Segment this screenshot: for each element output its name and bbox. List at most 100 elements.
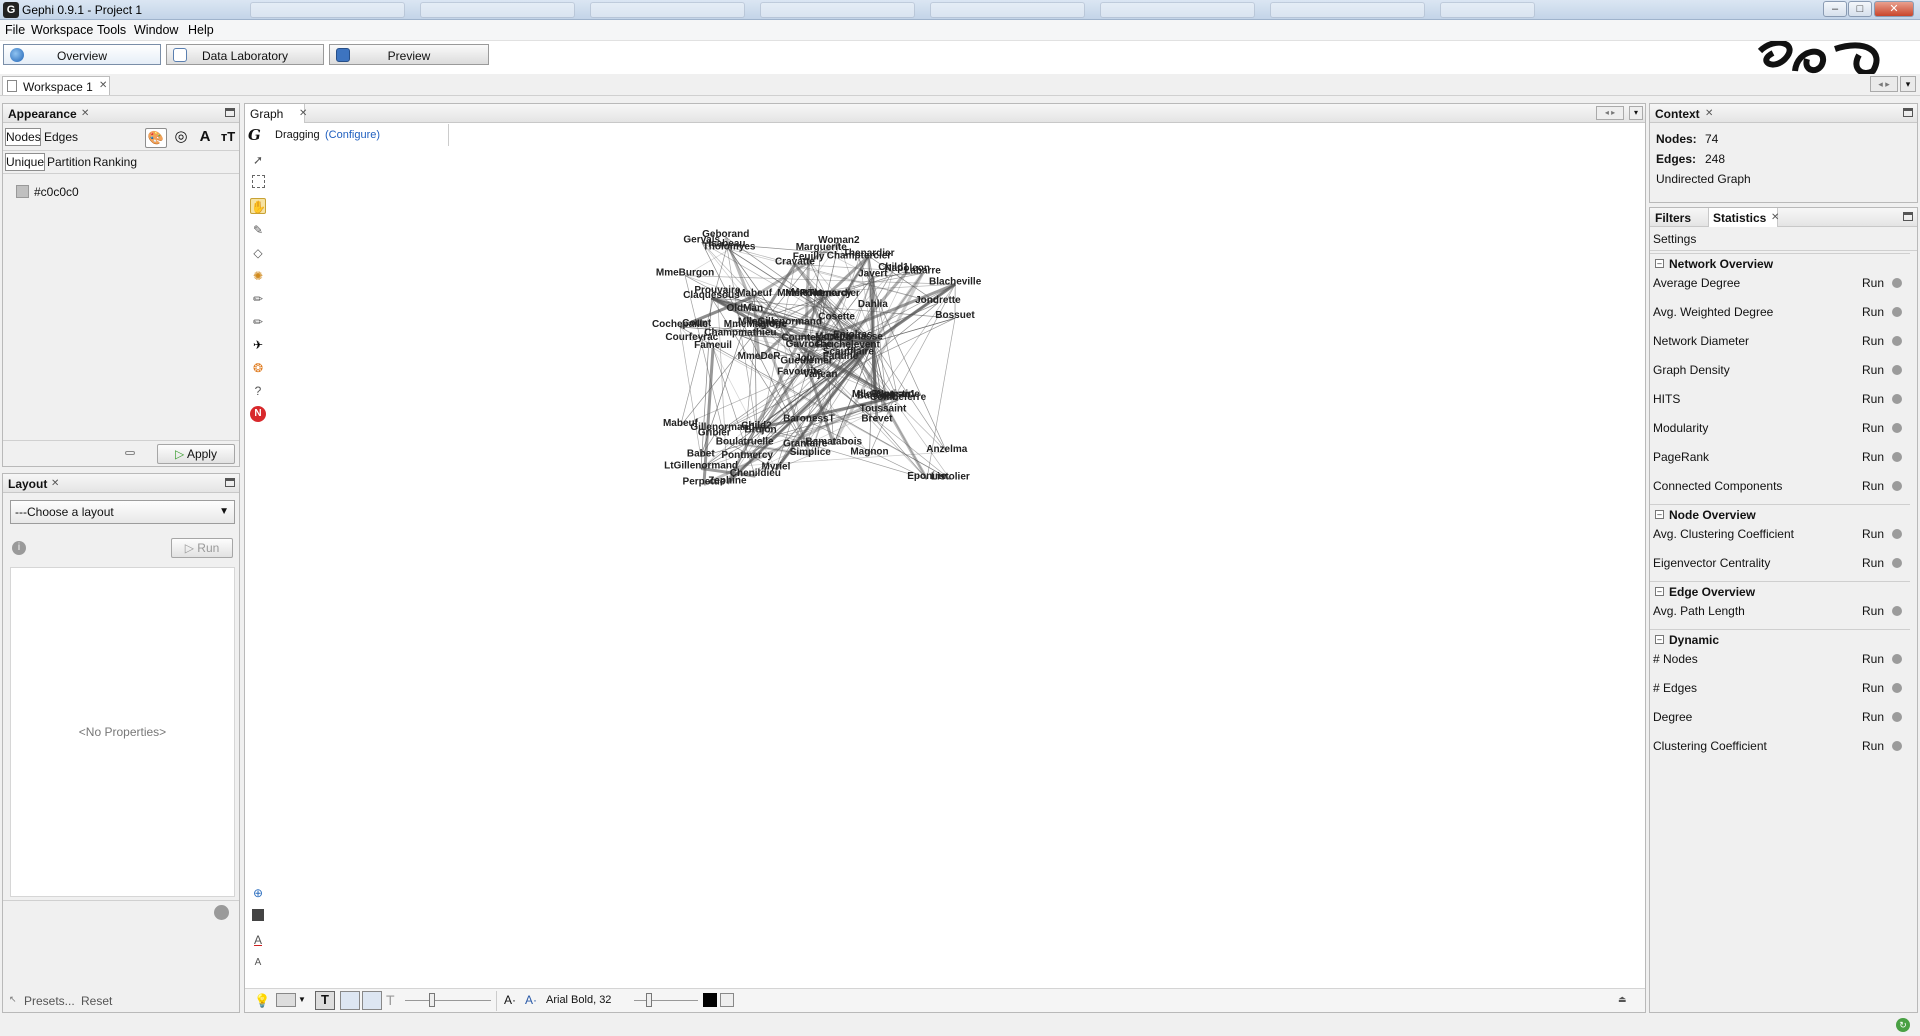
node-label[interactable]: Champmathieu: [704, 327, 776, 338]
menu-help[interactable]: Help: [188, 23, 214, 37]
run-statistic-button[interactable]: Run: [1862, 276, 1885, 290]
minimize-panel-icon[interactable]: [1903, 108, 1913, 117]
node-label[interactable]: OldMan: [726, 303, 763, 314]
info-icon[interactable]: [1892, 336, 1902, 346]
node-label[interactable]: Grantaire: [783, 439, 828, 450]
run-statistic-button[interactable]: Run: [1862, 450, 1885, 464]
run-statistic-button[interactable]: Run: [1862, 527, 1885, 541]
node-label[interactable]: Favourite: [777, 367, 822, 378]
node-label[interactable]: CountessDeLo: [781, 333, 852, 344]
node-label[interactable]: Child1: [878, 262, 909, 273]
data-laboratory-tab[interactable]: Data Laboratory: [166, 44, 324, 65]
label-color-toggle-icon[interactable]: A: [253, 933, 262, 947]
close-panel-icon[interactable]: ✕: [1705, 108, 1714, 119]
background-color-icon[interactable]: [252, 909, 264, 921]
maximize-button[interactable]: □: [1848, 1, 1872, 17]
zoom-fit-icon[interactable]: ⊕: [252, 886, 264, 900]
info-icon[interactable]: [1892, 423, 1902, 433]
node-label[interactable]: Eponine: [907, 471, 947, 482]
info-icon[interactable]: i: [12, 541, 26, 555]
label-size-slider[interactable]: [634, 1000, 698, 1001]
overview-tab[interactable]: Overview: [3, 44, 161, 65]
slider-thumb[interactable]: [429, 993, 435, 1007]
run-statistic-button[interactable]: Run: [1862, 556, 1885, 570]
node-label[interactable]: Listolier: [931, 471, 970, 482]
node-label[interactable]: Judge: [757, 318, 787, 329]
workspace-tab[interactable]: Workspace 1 ✕: [2, 76, 110, 95]
collapse-icon[interactable]: –: [1655, 635, 1664, 644]
label-color-icon[interactable]: A: [199, 128, 211, 145]
run-statistic-button[interactable]: Run: [1862, 710, 1885, 724]
node-label[interactable]: Prouvaire: [694, 285, 741, 296]
info-icon[interactable]: [1892, 452, 1902, 462]
info-icon[interactable]: [1892, 365, 1902, 375]
show-node-labels-icon[interactable]: T: [315, 991, 335, 1010]
reset-button[interactable]: Reset: [81, 994, 113, 1008]
close-panel-icon[interactable]: ✕: [299, 108, 308, 119]
size-brush-icon[interactable]: ◇: [253, 246, 263, 260]
run-statistic-button[interactable]: Run: [1862, 681, 1885, 695]
node-label[interactable]: Gueulemer: [780, 356, 832, 367]
painter-icon[interactable]: ✎: [252, 223, 264, 237]
node-label[interactable]: Montparnasse: [815, 332, 883, 343]
node-label[interactable]: Bamatabois: [805, 437, 862, 448]
node-label[interactable]: Enjolras: [833, 329, 873, 340]
run-statistic-button[interactable]: Run: [1862, 363, 1885, 377]
info-icon[interactable]: [1892, 712, 1902, 722]
presets-button[interactable]: Presets...: [24, 994, 75, 1008]
node-label[interactable]: Chenildieu: [730, 468, 781, 479]
node-label[interactable]: Valjean: [803, 369, 837, 380]
node-label[interactable]: Champtercier: [827, 251, 892, 262]
node-label[interactable]: Jondrette: [915, 295, 961, 306]
tab-scroll-arrows-icon[interactable]: ◂ ▸: [1870, 76, 1898, 92]
node-label[interactable]: MmeBurgon: [656, 268, 714, 279]
node-label[interactable]: MmeThenardier: [785, 288, 860, 299]
pointer-icon[interactable]: ➚: [252, 153, 264, 167]
node-label[interactable]: Gillenormand: [690, 422, 754, 433]
node-label[interactable]: Cravatte: [775, 256, 815, 267]
run-statistic-button[interactable]: Run: [1862, 652, 1885, 666]
info-icon[interactable]: [1892, 529, 1902, 539]
node-label[interactable]: MmeMagloire: [724, 319, 788, 330]
shortest-path-icon[interactable]: ✈: [252, 338, 264, 352]
minimize-panel-icon[interactable]: [225, 108, 235, 117]
node-label[interactable]: Mabeuf: [737, 288, 773, 299]
tab-dropdown-icon[interactable]: ▾: [1629, 106, 1643, 120]
node-label[interactable]: Javert: [858, 268, 888, 279]
node-label[interactable]: Scaufflaire: [823, 346, 875, 357]
minimize-panel-icon[interactable]: [225, 478, 235, 487]
nodes-tab[interactable]: Nodes: [5, 128, 41, 146]
node-label[interactable]: Fantine: [823, 351, 859, 362]
node-label[interactable]: Fameuil: [694, 340, 732, 351]
heat-map-icon[interactable]: ✺: [252, 269, 264, 283]
node-label[interactable]: Gribier: [698, 427, 731, 438]
pencil-icon[interactable]: ✏: [252, 292, 264, 306]
edges-tab[interactable]: Edges: [44, 130, 79, 144]
node-label[interactable]: Brujon: [744, 424, 776, 435]
scroll-tabs-icon[interactable]: ◂ ▸: [1596, 106, 1624, 120]
chevron-down-icon[interactable]: ▼: [298, 995, 306, 1004]
node-label[interactable]: LtGillenormand: [664, 461, 738, 472]
close-panel-icon[interactable]: ✕: [81, 108, 90, 119]
node-label[interactable]: Bossuet: [935, 310, 975, 321]
unique-subtab[interactable]: Unique: [5, 153, 45, 171]
statistics-section-header[interactable]: – Node Overview: [1650, 504, 1910, 523]
label-size-toggle-icon[interactable]: A: [254, 957, 262, 968]
neighbors-icon[interactable]: N: [250, 406, 266, 422]
info-icon[interactable]: [1892, 683, 1902, 693]
menu-window[interactable]: Window: [134, 23, 179, 37]
node-label[interactable]: Woman1: [874, 389, 916, 400]
collapse-icon[interactable]: –: [1655, 587, 1664, 596]
font-label[interactable]: Arial Bold, 32: [546, 994, 612, 1006]
tab-list-dropdown-icon[interactable]: ▾: [1900, 76, 1916, 92]
edge-labels-icon[interactable]: T: [386, 992, 395, 1008]
minimize-button[interactable]: –: [1823, 1, 1847, 17]
node-label[interactable]: Geborand: [702, 229, 749, 240]
node-label[interactable]: MmeDeR: [738, 351, 782, 362]
node-label[interactable]: Feuilly: [793, 252, 825, 263]
graph-canvas[interactable]: Valjean Claquesous Gueulemer Babet Montparna…: [273, 152, 1643, 986]
info-icon[interactable]: [1892, 307, 1902, 317]
node-label[interactable]: Marguerite: [796, 242, 848, 253]
node-label[interactable]: Gavroche: [786, 339, 833, 350]
layout-select[interactable]: ---Choose a layout ▼: [10, 500, 235, 524]
